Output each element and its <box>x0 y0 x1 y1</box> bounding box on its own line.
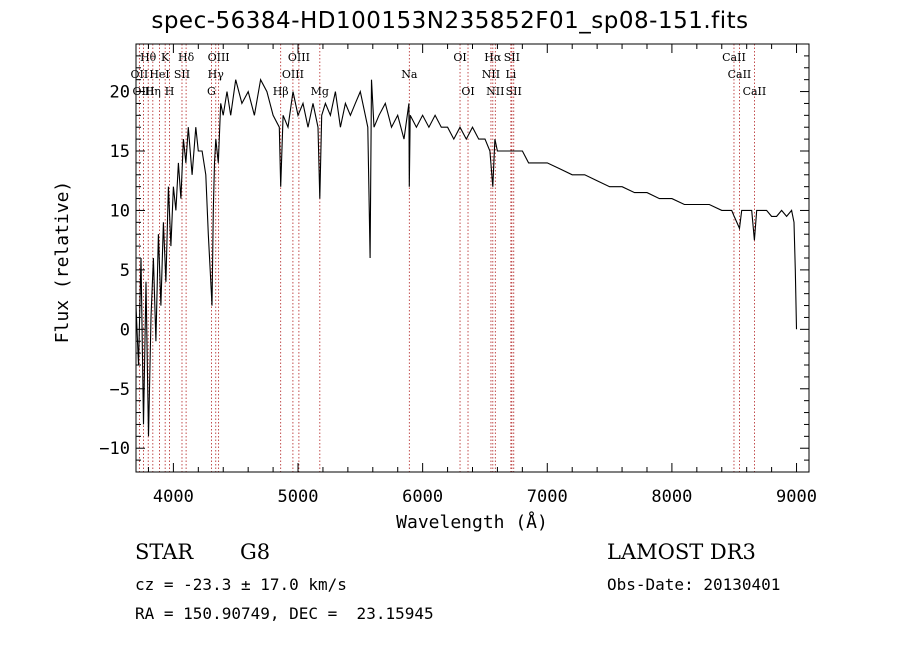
line-label: Hα <box>484 51 502 64</box>
line-label: OIII <box>282 68 304 81</box>
line-label: CaII <box>722 51 746 64</box>
line-label: Hθ <box>140 51 157 64</box>
line-label: SII <box>504 51 520 64</box>
line-label: Mg <box>311 85 329 98</box>
x-axis-ticks: 4000 5000 6000 7000 8000 9000 <box>147 44 817 507</box>
line-label: SII <box>174 68 190 81</box>
y-tick-label: 15 <box>110 142 130 162</box>
line-label: OII <box>131 68 149 81</box>
line-label: CaII <box>728 68 752 81</box>
line-label: CaII <box>743 85 767 98</box>
y-tick-label: 0 <box>120 320 130 340</box>
x-tick-label: 8000 <box>651 487 692 507</box>
y-tick-label: 10 <box>110 201 130 221</box>
line-label: NII <box>486 85 504 98</box>
x-tick-label: 5000 <box>278 487 319 507</box>
line-label: Hδ <box>178 51 195 64</box>
line-label: HeI <box>149 68 169 81</box>
x-tick-label: 6000 <box>402 487 443 507</box>
object-class: STAR <box>135 540 194 564</box>
line-label: OI <box>461 85 474 98</box>
line-label: Hβ <box>273 85 289 98</box>
y-tick-label: −10 <box>99 439 130 459</box>
line-label: Na <box>401 68 418 81</box>
line-label: Hη <box>145 85 161 98</box>
survey-name: LAMOST DR3 <box>607 540 756 564</box>
line-label: NII <box>482 68 500 81</box>
line-label: G <box>207 85 216 98</box>
line-label: Li <box>505 68 516 81</box>
line-label: SII <box>506 85 522 98</box>
spectral-subclass: G8 <box>240 540 271 564</box>
y-axis-label: Flux (relative) <box>52 181 73 344</box>
y-axis-ticks: −10 −5 0 5 10 15 20 <box>99 55 809 461</box>
x-tick-label: 4000 <box>153 487 194 507</box>
y-tick-label: 20 <box>110 83 130 103</box>
redshift-velocity: cz = -23.3 ± 17.0 km/s <box>135 575 347 594</box>
line-label: Hγ <box>208 68 225 81</box>
line-label: OI <box>453 51 466 64</box>
plot-frame <box>135 43 810 473</box>
x-axis-label: Wavelength (Å) <box>396 511 548 533</box>
line-label: OIII <box>208 51 230 64</box>
x-tick-label: 9000 <box>776 487 817 507</box>
coordinates: RA = 150.90749, DEC = 23.15945 <box>135 604 434 623</box>
line-label: H <box>165 85 175 98</box>
y-tick-label: 5 <box>120 261 130 281</box>
line-label: K <box>161 51 170 64</box>
spectrum-line <box>135 78 798 437</box>
line-label: OIII <box>288 51 310 64</box>
x-tick-label: 7000 <box>527 487 568 507</box>
observation-date: Obs-Date: 20130401 <box>607 575 781 594</box>
y-tick-label: −5 <box>110 380 130 400</box>
chart-title: spec-56384-HD100153N235852F01_sp08-151.f… <box>151 8 749 34</box>
